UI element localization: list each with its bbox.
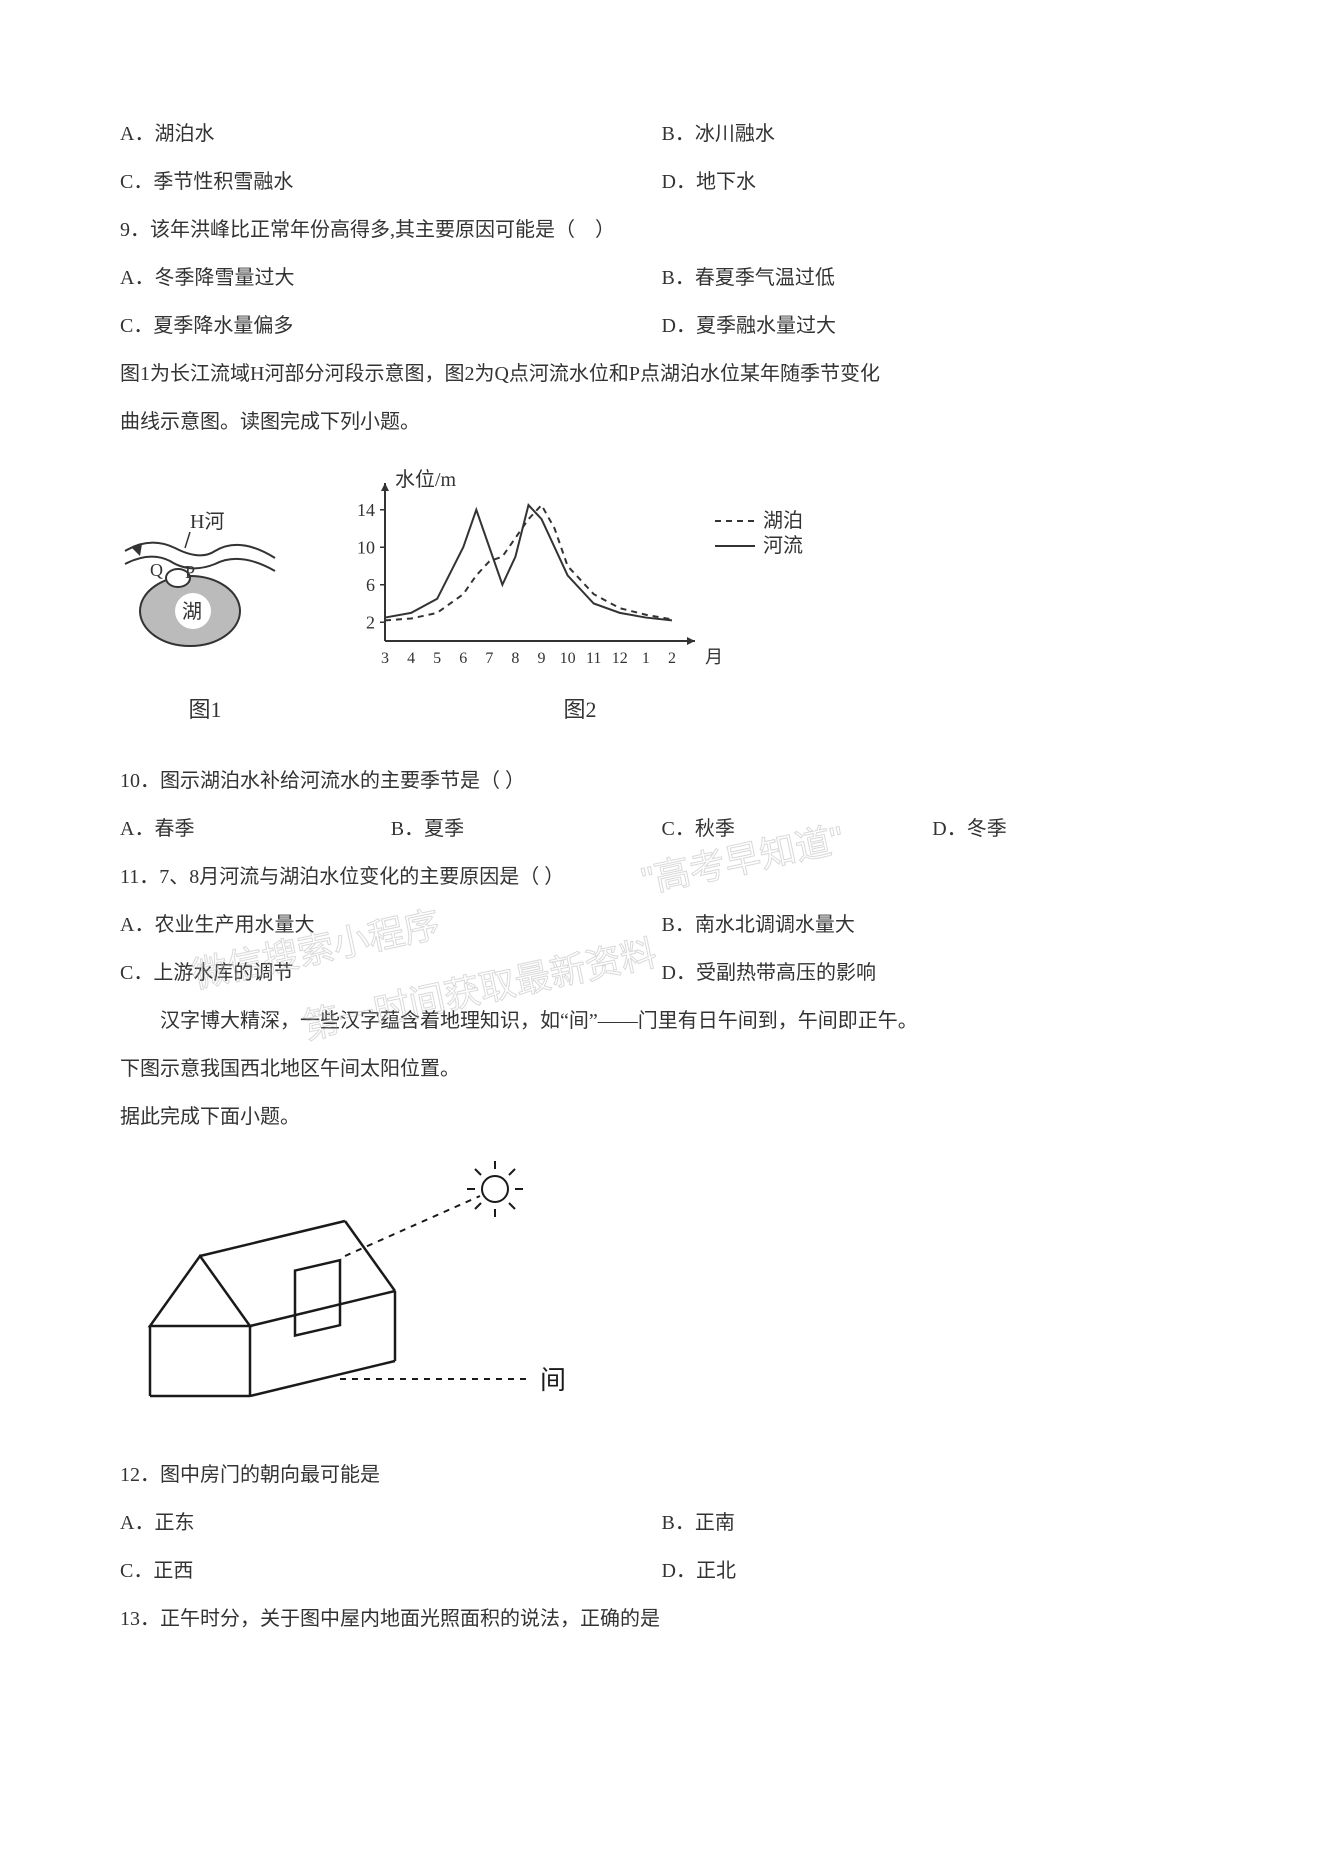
figure-group-1-2: H河 Q P 湖 图1 水位/m261014345678910111212月湖泊… <box>120 466 1203 737</box>
svg-text:2: 2 <box>668 650 676 667</box>
figure-2: 水位/m261014345678910111212月湖泊河流 图2 <box>330 466 830 737</box>
option-d: D．夏季融水量过大 <box>662 302 1204 350</box>
q9-options: A．冬季降雪量过大 B．春夏季气温过低 C．夏季降水量偏多 D．夏季融水量过大 <box>120 254 1203 350</box>
option-c: C．正西 <box>120 1547 662 1595</box>
figA-intro-line2: 曲线示意图。读图完成下列小题。 <box>120 398 1203 446</box>
option-c: C．上游水库的调节 <box>120 949 662 997</box>
fig3-label: 间 <box>540 1366 566 1395</box>
figA-intro-line1: 图1为长江流域H河部分河段示意图，图2为Q点河流水位和P点湖泊水位某年随季节变化 <box>120 350 1203 398</box>
figure-1: H河 Q P 湖 图1 <box>120 506 290 737</box>
svg-text:4: 4 <box>407 650 415 667</box>
label-lake: 湖 <box>182 600 202 623</box>
svg-text:1: 1 <box>642 650 650 667</box>
option-d: D．正北 <box>662 1547 1204 1595</box>
fig1-caption: 图1 <box>120 684 290 737</box>
q12-options: A．正东 B．正南 C．正西 D．正北 <box>120 1499 1203 1595</box>
option-d: D．冬季 <box>932 805 1203 853</box>
q10-stem: 10．图示湖泊水补给河流水的主要季节是（ ） <box>120 757 1203 805</box>
svg-text:河流: 河流 <box>763 534 803 557</box>
option-c: C．夏季降水量偏多 <box>120 302 662 350</box>
q12-stem: 12．图中房门的朝向最可能是 <box>120 1451 1203 1499</box>
q11-stem: 11．7、8月河流与湖泊水位变化的主要原因是（ ） <box>120 853 1203 901</box>
option-b: B．南水北调调水量大 <box>662 901 1204 949</box>
q11-options: A．农业生产用水量大 B．南水北调调水量大 C．上游水库的调节 D．受副热带高压… <box>120 901 1203 997</box>
fig2-caption: 图2 <box>330 684 830 737</box>
option-b: B．春夏季气温过低 <box>662 254 1204 302</box>
svg-text:8: 8 <box>511 650 519 667</box>
figB-intro-line2: 下图示意我国西北地区午间太阳位置。 <box>120 1045 1203 1093</box>
svg-text:5: 5 <box>433 650 441 667</box>
svg-text:6: 6 <box>459 650 467 667</box>
svg-text:湖泊: 湖泊 <box>763 509 803 532</box>
option-a: A．农业生产用水量大 <box>120 901 662 949</box>
q9-stem: 9．该年洪峰比正常年份高得多,其主要原因可能是（ ） <box>120 206 1203 254</box>
svg-text:水位/m: 水位/m <box>395 468 457 491</box>
option-a: A．春季 <box>120 805 391 853</box>
svg-text:9: 9 <box>538 650 546 667</box>
option-d: D．地下水 <box>662 158 1204 206</box>
svg-text:10: 10 <box>560 650 576 667</box>
label-q: Q <box>150 560 163 580</box>
option-b: B．正南 <box>662 1499 1204 1547</box>
figure-3: 间 <box>120 1161 1203 1431</box>
option-b: B．冰川融水 <box>662 110 1204 158</box>
svg-text:6: 6 <box>366 575 375 595</box>
svg-text:11: 11 <box>586 650 601 667</box>
svg-text:10: 10 <box>357 537 375 557</box>
option-c: C．秋季 <box>662 805 933 853</box>
option-c: C．季节性积雪融水 <box>120 158 662 206</box>
svg-text:3: 3 <box>381 650 389 667</box>
q8-options: A．湖泊水 B．冰川融水 C．季节性积雪融水 D．地下水 <box>120 110 1203 206</box>
option-a: A．湖泊水 <box>120 110 662 158</box>
svg-text:7: 7 <box>485 650 493 667</box>
svg-text:12: 12 <box>612 650 628 667</box>
label-h-river: H河 <box>190 510 224 533</box>
figB-intro-line3: 据此完成下面小题。 <box>120 1093 1203 1141</box>
option-d: D．受副热带高压的影响 <box>662 949 1204 997</box>
svg-text:14: 14 <box>357 500 375 520</box>
label-p: P <box>185 562 195 582</box>
svg-text:2: 2 <box>366 612 375 632</box>
option-b: B．夏季 <box>391 805 662 853</box>
figB-intro-line1: 汉字博大精深，一些汉字蕴含着地理知识，如“间”——门里有日午间到，午间即正午。 <box>120 997 1203 1045</box>
q10-options: A．春季 B．夏季 C．秋季 D．冬季 <box>120 805 1203 853</box>
option-a: A．正东 <box>120 1499 662 1547</box>
option-a: A．冬季降雪量过大 <box>120 254 662 302</box>
svg-text:月: 月 <box>705 647 723 667</box>
q13-stem: 13．正午时分，关于图中屋内地面光照面积的说法，正确的是 <box>120 1595 1203 1643</box>
